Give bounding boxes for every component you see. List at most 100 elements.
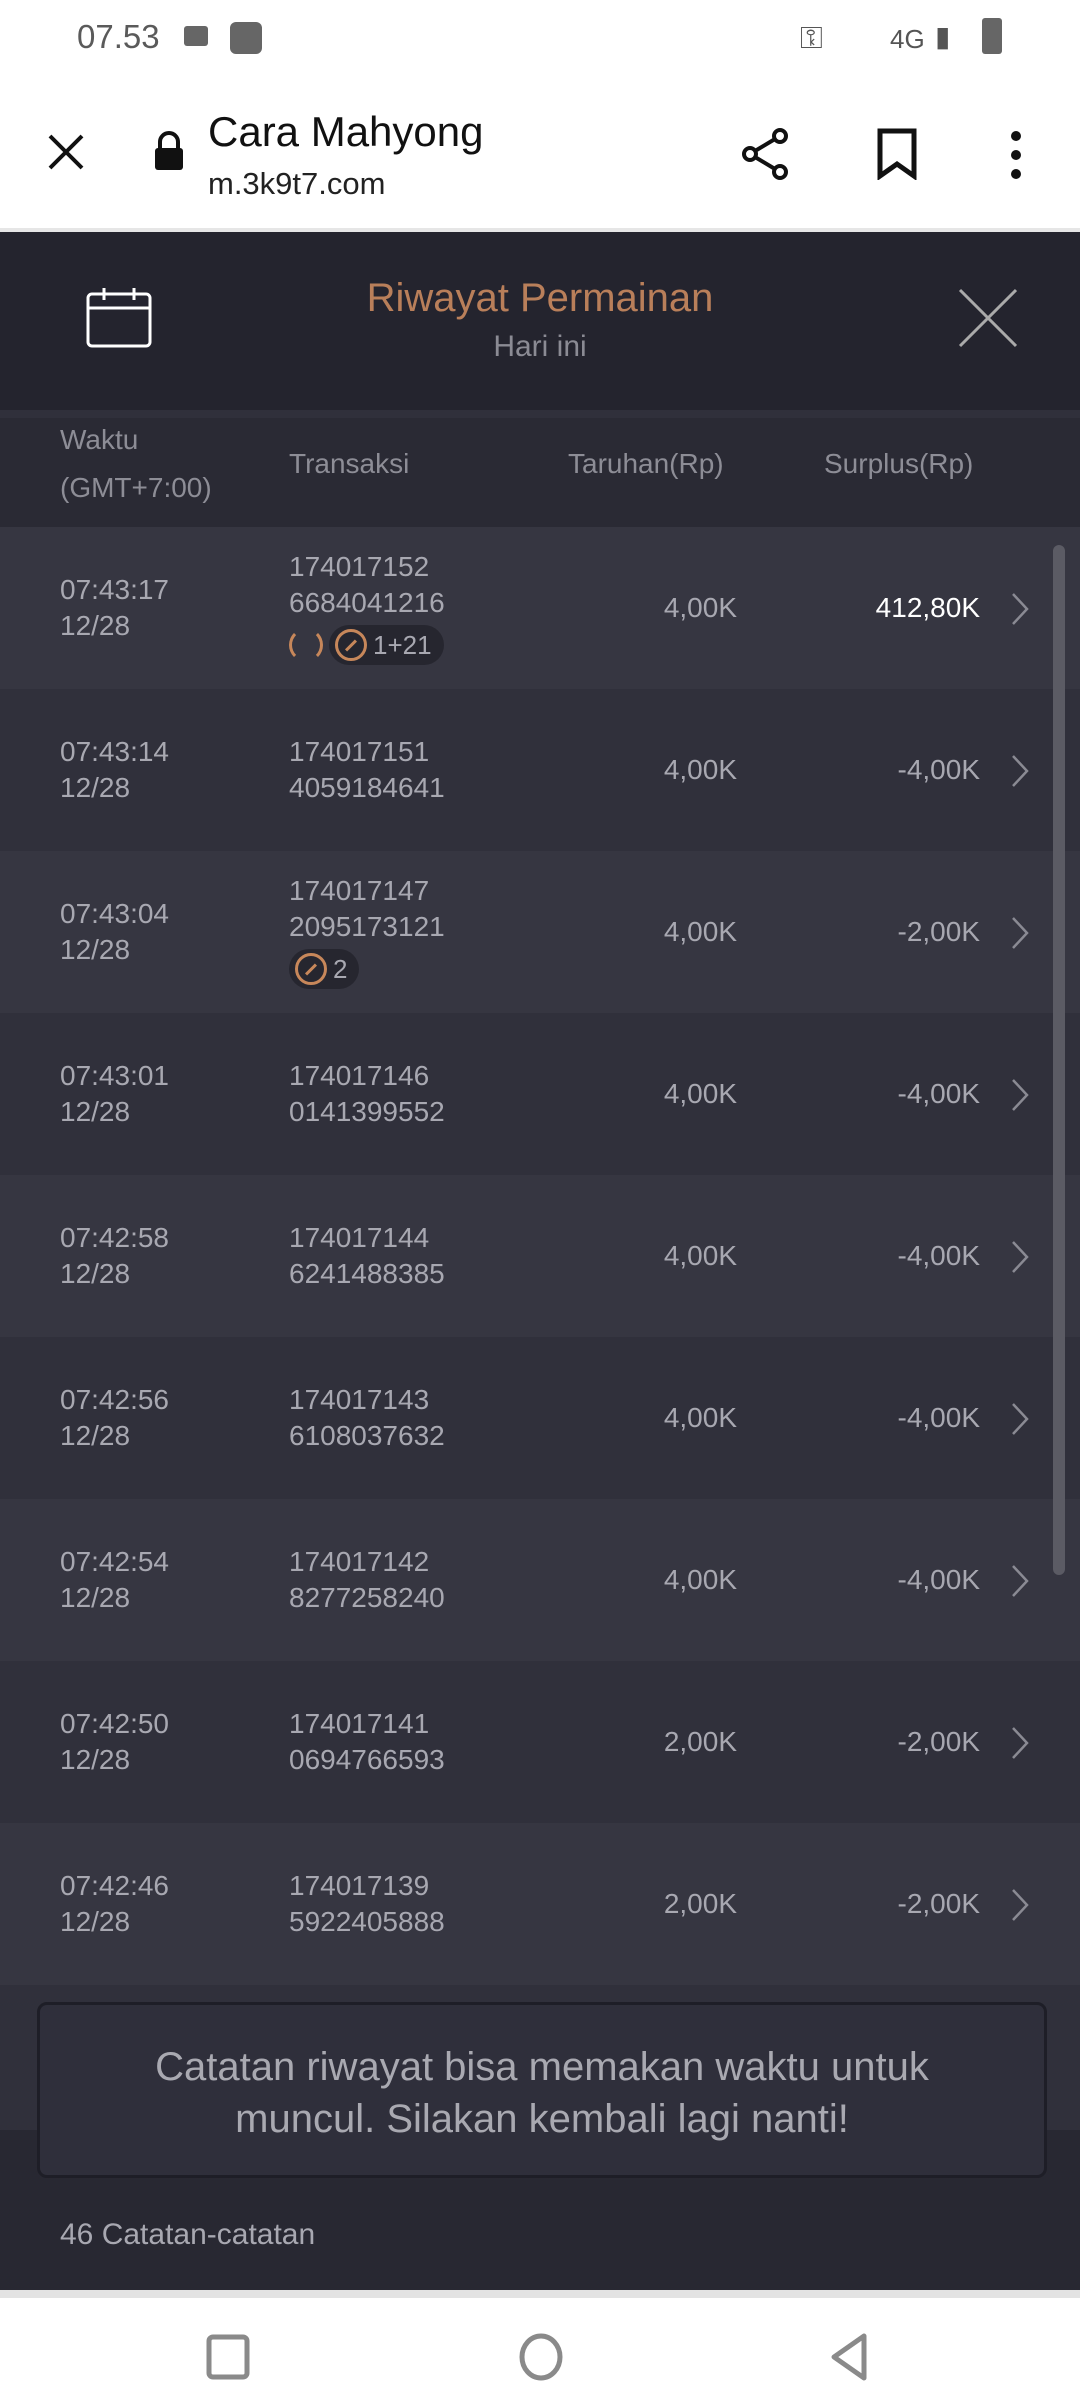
row-surplus: -2,00K bbox=[897, 1888, 981, 1919]
row-date: 12/28 bbox=[60, 1096, 131, 1127]
chevron-right-icon[interactable] bbox=[1010, 915, 1030, 951]
free-spin-badge: 1+21 bbox=[329, 625, 444, 665]
panel-title: Riwayat Permainan bbox=[366, 276, 714, 320]
row-transaction-id-2: 0141399552 bbox=[289, 1096, 445, 1127]
date-filter-label[interactable]: Hari ini bbox=[493, 330, 587, 363]
col-transaction: Transaksi bbox=[289, 448, 410, 479]
vpn-key-icon: ⚿ bbox=[800, 22, 823, 55]
history-row[interactable]: 07:43:01 12/28 174017146 0141399552 4,00K -4,… bbox=[0, 1013, 1080, 1175]
history-row[interactable]: 07:42:54 12/28 174017142 8277258240 4,00K -4,… bbox=[0, 1499, 1080, 1661]
share-icon[interactable] bbox=[740, 126, 792, 182]
close-tab-icon[interactable] bbox=[46, 132, 86, 172]
row-bet: 4,00K bbox=[663, 592, 737, 623]
lock-icon bbox=[155, 131, 183, 170]
col-surplus: Surplus(Rp) bbox=[824, 448, 974, 479]
row-time: 07:43:14 bbox=[60, 736, 169, 767]
refresh-icon bbox=[289, 628, 323, 662]
chevron-right-icon[interactable] bbox=[1010, 591, 1030, 627]
chevron-right-icon[interactable] bbox=[1010, 1725, 1030, 1761]
row-date: 12/28 bbox=[60, 610, 131, 641]
row-time: 07:43:04 bbox=[60, 898, 169, 929]
row-transaction-id-2: 4059184641 bbox=[289, 772, 445, 803]
row-surplus: -2,00K bbox=[897, 1726, 981, 1757]
row-surplus: -4,00K bbox=[897, 1402, 981, 1433]
history-row[interactable]: 07:43:14 12/28 174017151 4059184641 4,00K -4,… bbox=[0, 689, 1080, 851]
row-transaction-id-2: 0694766593 bbox=[289, 1744, 445, 1775]
row-transaction-id: 174017147 bbox=[289, 875, 430, 906]
row-surplus: -4,00K bbox=[897, 1078, 981, 1109]
toast-line-2: muncul. Silakan kembali lagi nanti! bbox=[235, 2097, 849, 2141]
gallery-icon bbox=[230, 22, 262, 54]
signal-icon: ▮ bbox=[935, 21, 951, 52]
row-bet: 4,00K bbox=[663, 1564, 737, 1595]
row-time: 07:42:50 bbox=[60, 1708, 169, 1739]
row-bet: 4,00K bbox=[663, 1402, 737, 1433]
battery-icon bbox=[982, 18, 1002, 54]
scrollbar[interactable] bbox=[1053, 545, 1065, 1575]
home-icon[interactable] bbox=[518, 2332, 564, 2382]
row-surplus: -4,00K bbox=[897, 1564, 981, 1595]
row-time: 07:42:54 bbox=[60, 1546, 169, 1577]
android-nav-bar bbox=[0, 2290, 1080, 2408]
row-time: 07:43:01 bbox=[60, 1060, 169, 1091]
history-row[interactable]: 07:42:50 12/28 174017141 0694766593 2,00K -2,… bbox=[0, 1661, 1080, 1823]
row-bet: 4,00K bbox=[663, 1240, 737, 1271]
table-header: Waktu (GMT+7:00) Transaksi Taruhan(Rp) S… bbox=[0, 418, 1080, 528]
history-row[interactable]: 07:42:58 12/28 174017144 6241488385 4,00K -4,… bbox=[0, 1175, 1080, 1337]
row-transaction-id-2: 5922405888 bbox=[289, 1906, 445, 1937]
history-row[interactable]: 07:42:56 12/28 174017143 6108037632 4,00K -4,… bbox=[0, 1337, 1080, 1499]
more-menu-icon[interactable] bbox=[1006, 130, 1026, 180]
row-date: 12/28 bbox=[60, 1744, 131, 1775]
chevron-right-icon[interactable] bbox=[1010, 1563, 1030, 1599]
row-date: 12/28 bbox=[60, 1420, 131, 1451]
chevron-right-icon[interactable] bbox=[1010, 1239, 1030, 1275]
row-transaction-id-2: 6241488385 bbox=[289, 1258, 445, 1289]
recents-icon[interactable] bbox=[206, 2334, 250, 2380]
status-time: 07.53 bbox=[77, 18, 160, 55]
toast-message: Catatan riwayat bisa memakan waktu untuk… bbox=[37, 2002, 1047, 2178]
row-transaction-id: 174017141 bbox=[289, 1708, 430, 1739]
close-panel-icon[interactable] bbox=[958, 288, 1018, 348]
row-transaction-id: 174017142 bbox=[289, 1546, 430, 1577]
row-time: 07:42:46 bbox=[60, 1870, 169, 1901]
row-transaction-id: 174017151 bbox=[289, 736, 430, 767]
row-time: 07:42:58 bbox=[60, 1222, 169, 1253]
badge-count: 2 bbox=[333, 954, 348, 984]
panel-header: Riwayat Permainan Hari ini bbox=[0, 232, 1080, 410]
back-icon[interactable] bbox=[828, 2332, 870, 2382]
row-transaction-id-2: 6684041216 bbox=[289, 587, 445, 618]
bookmark-icon[interactable] bbox=[876, 128, 918, 180]
history-row[interactable]: 07:42:46 12/28 174017139 5922405888 2,00K -2,… bbox=[0, 1823, 1080, 1985]
game-history-panel: Riwayat Permainan Hari ini Waktu (GMT+7:… bbox=[0, 232, 1080, 2290]
chevron-right-icon[interactable] bbox=[1010, 1077, 1030, 1113]
record-count: 46 Catatan-catatan bbox=[60, 2218, 316, 2251]
chevron-right-icon[interactable] bbox=[1010, 753, 1030, 789]
page-title: Cara Mahyong bbox=[208, 108, 484, 155]
col-timezone: (GMT+7:00) bbox=[60, 472, 212, 503]
coin-icon bbox=[295, 953, 327, 985]
free-spin-badge: 2 bbox=[289, 949, 360, 989]
row-surplus: -2,00K bbox=[897, 916, 981, 947]
row-surplus: -4,00K bbox=[897, 754, 981, 785]
calendar-icon[interactable] bbox=[86, 286, 154, 350]
history-row[interactable]: 07:43:04 12/28 174017147 2095173121 2 4,00K -2… bbox=[0, 851, 1080, 1013]
toast-line-1: Catatan riwayat bisa memakan waktu untuk bbox=[155, 2045, 929, 2089]
row-transaction-id-2: 2095173121 bbox=[289, 911, 445, 942]
toolbar-divider bbox=[0, 228, 1080, 232]
badge-count: 1+21 bbox=[373, 630, 432, 660]
coin-icon bbox=[335, 629, 367, 661]
row-transaction-id: 174017139 bbox=[289, 1870, 430, 1901]
row-transaction-id-2: 8277258240 bbox=[289, 1582, 445, 1613]
row-bet: 2,00K bbox=[663, 1726, 737, 1757]
row-transaction-id-2: 6108037632 bbox=[289, 1420, 445, 1451]
chevron-right-icon[interactable] bbox=[1010, 1887, 1030, 1923]
row-transaction-id: 174017144 bbox=[289, 1222, 430, 1253]
row-date: 12/28 bbox=[60, 934, 131, 965]
col-bet: Taruhan(Rp) bbox=[568, 448, 724, 479]
chevron-right-icon[interactable] bbox=[1010, 1401, 1030, 1437]
row-time: 07:43:17 bbox=[60, 574, 169, 605]
status-bar: 07.53 ⚿ 4G ▮ bbox=[0, 0, 1080, 80]
history-row[interactable]: 07:43:17 12/28 174017152 6684041216 1+21 4,00… bbox=[0, 527, 1080, 689]
col-time: Waktu bbox=[60, 424, 139, 455]
row-time: 07:42:56 bbox=[60, 1384, 169, 1415]
